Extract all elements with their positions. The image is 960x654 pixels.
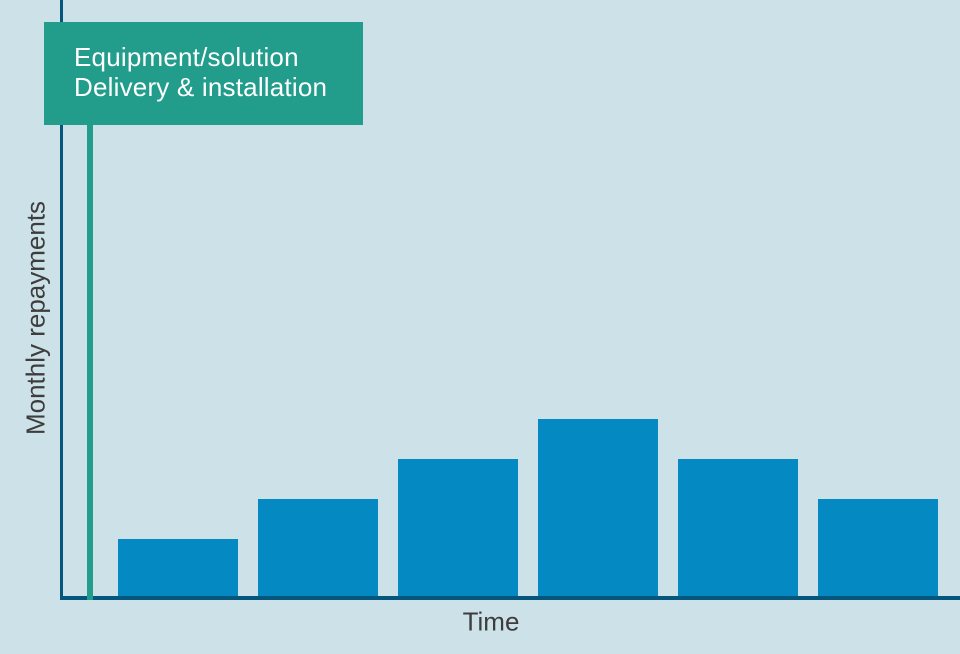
bar-period-3 [398,459,518,599]
bar-period-2 [258,499,378,599]
x-axis-line [60,596,960,600]
delivery-marker-line [87,125,93,600]
y-axis-line [60,0,63,600]
x-axis-label: Time [462,606,520,637]
y-axis-label: Monthly repayments [20,200,51,436]
annotation-line-2: Delivery & installation [74,72,328,102]
bar-period-5 [678,459,798,599]
bar-period-4 [538,419,658,599]
annotation-line-1: Equipment/solution [74,42,299,72]
annotation-box: Equipment/solution Delivery & installati… [44,22,363,125]
bar-period-6 [818,499,938,599]
bar-period-1 [118,539,238,599]
